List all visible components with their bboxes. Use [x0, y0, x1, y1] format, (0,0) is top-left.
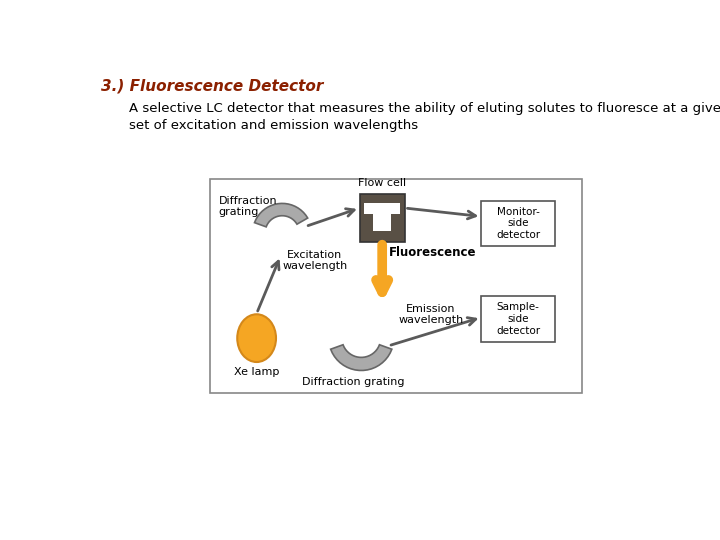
Text: Sample-
side
detector: Sample- side detector — [496, 302, 540, 335]
Bar — [373, 204, 391, 231]
Text: 3.) Fluorescence Detector: 3.) Fluorescence Detector — [101, 79, 323, 93]
Ellipse shape — [238, 314, 276, 362]
Text: Emission
wavelength: Emission wavelength — [398, 303, 464, 325]
Bar — [482, 201, 555, 246]
Bar — [210, 179, 582, 393]
Bar — [364, 204, 400, 214]
Text: Flow cell: Flow cell — [358, 178, 406, 188]
Text: Diffraction grating: Diffraction grating — [302, 377, 405, 387]
Text: Diffraction
grating: Diffraction grating — [219, 195, 277, 217]
Text: Xe lamp: Xe lamp — [234, 367, 279, 377]
Bar — [360, 194, 405, 242]
Text: Excitation
wavelength: Excitation wavelength — [282, 249, 347, 271]
Text: A selective LC detector that measures the ability of eluting solutes to fluoresc: A selective LC detector that measures th… — [129, 102, 720, 132]
Text: Monitor-
side
detector: Monitor- side detector — [496, 207, 540, 240]
Polygon shape — [255, 204, 307, 227]
Polygon shape — [330, 345, 392, 370]
Bar — [482, 296, 555, 342]
Text: Fluorescence: Fluorescence — [388, 246, 476, 259]
